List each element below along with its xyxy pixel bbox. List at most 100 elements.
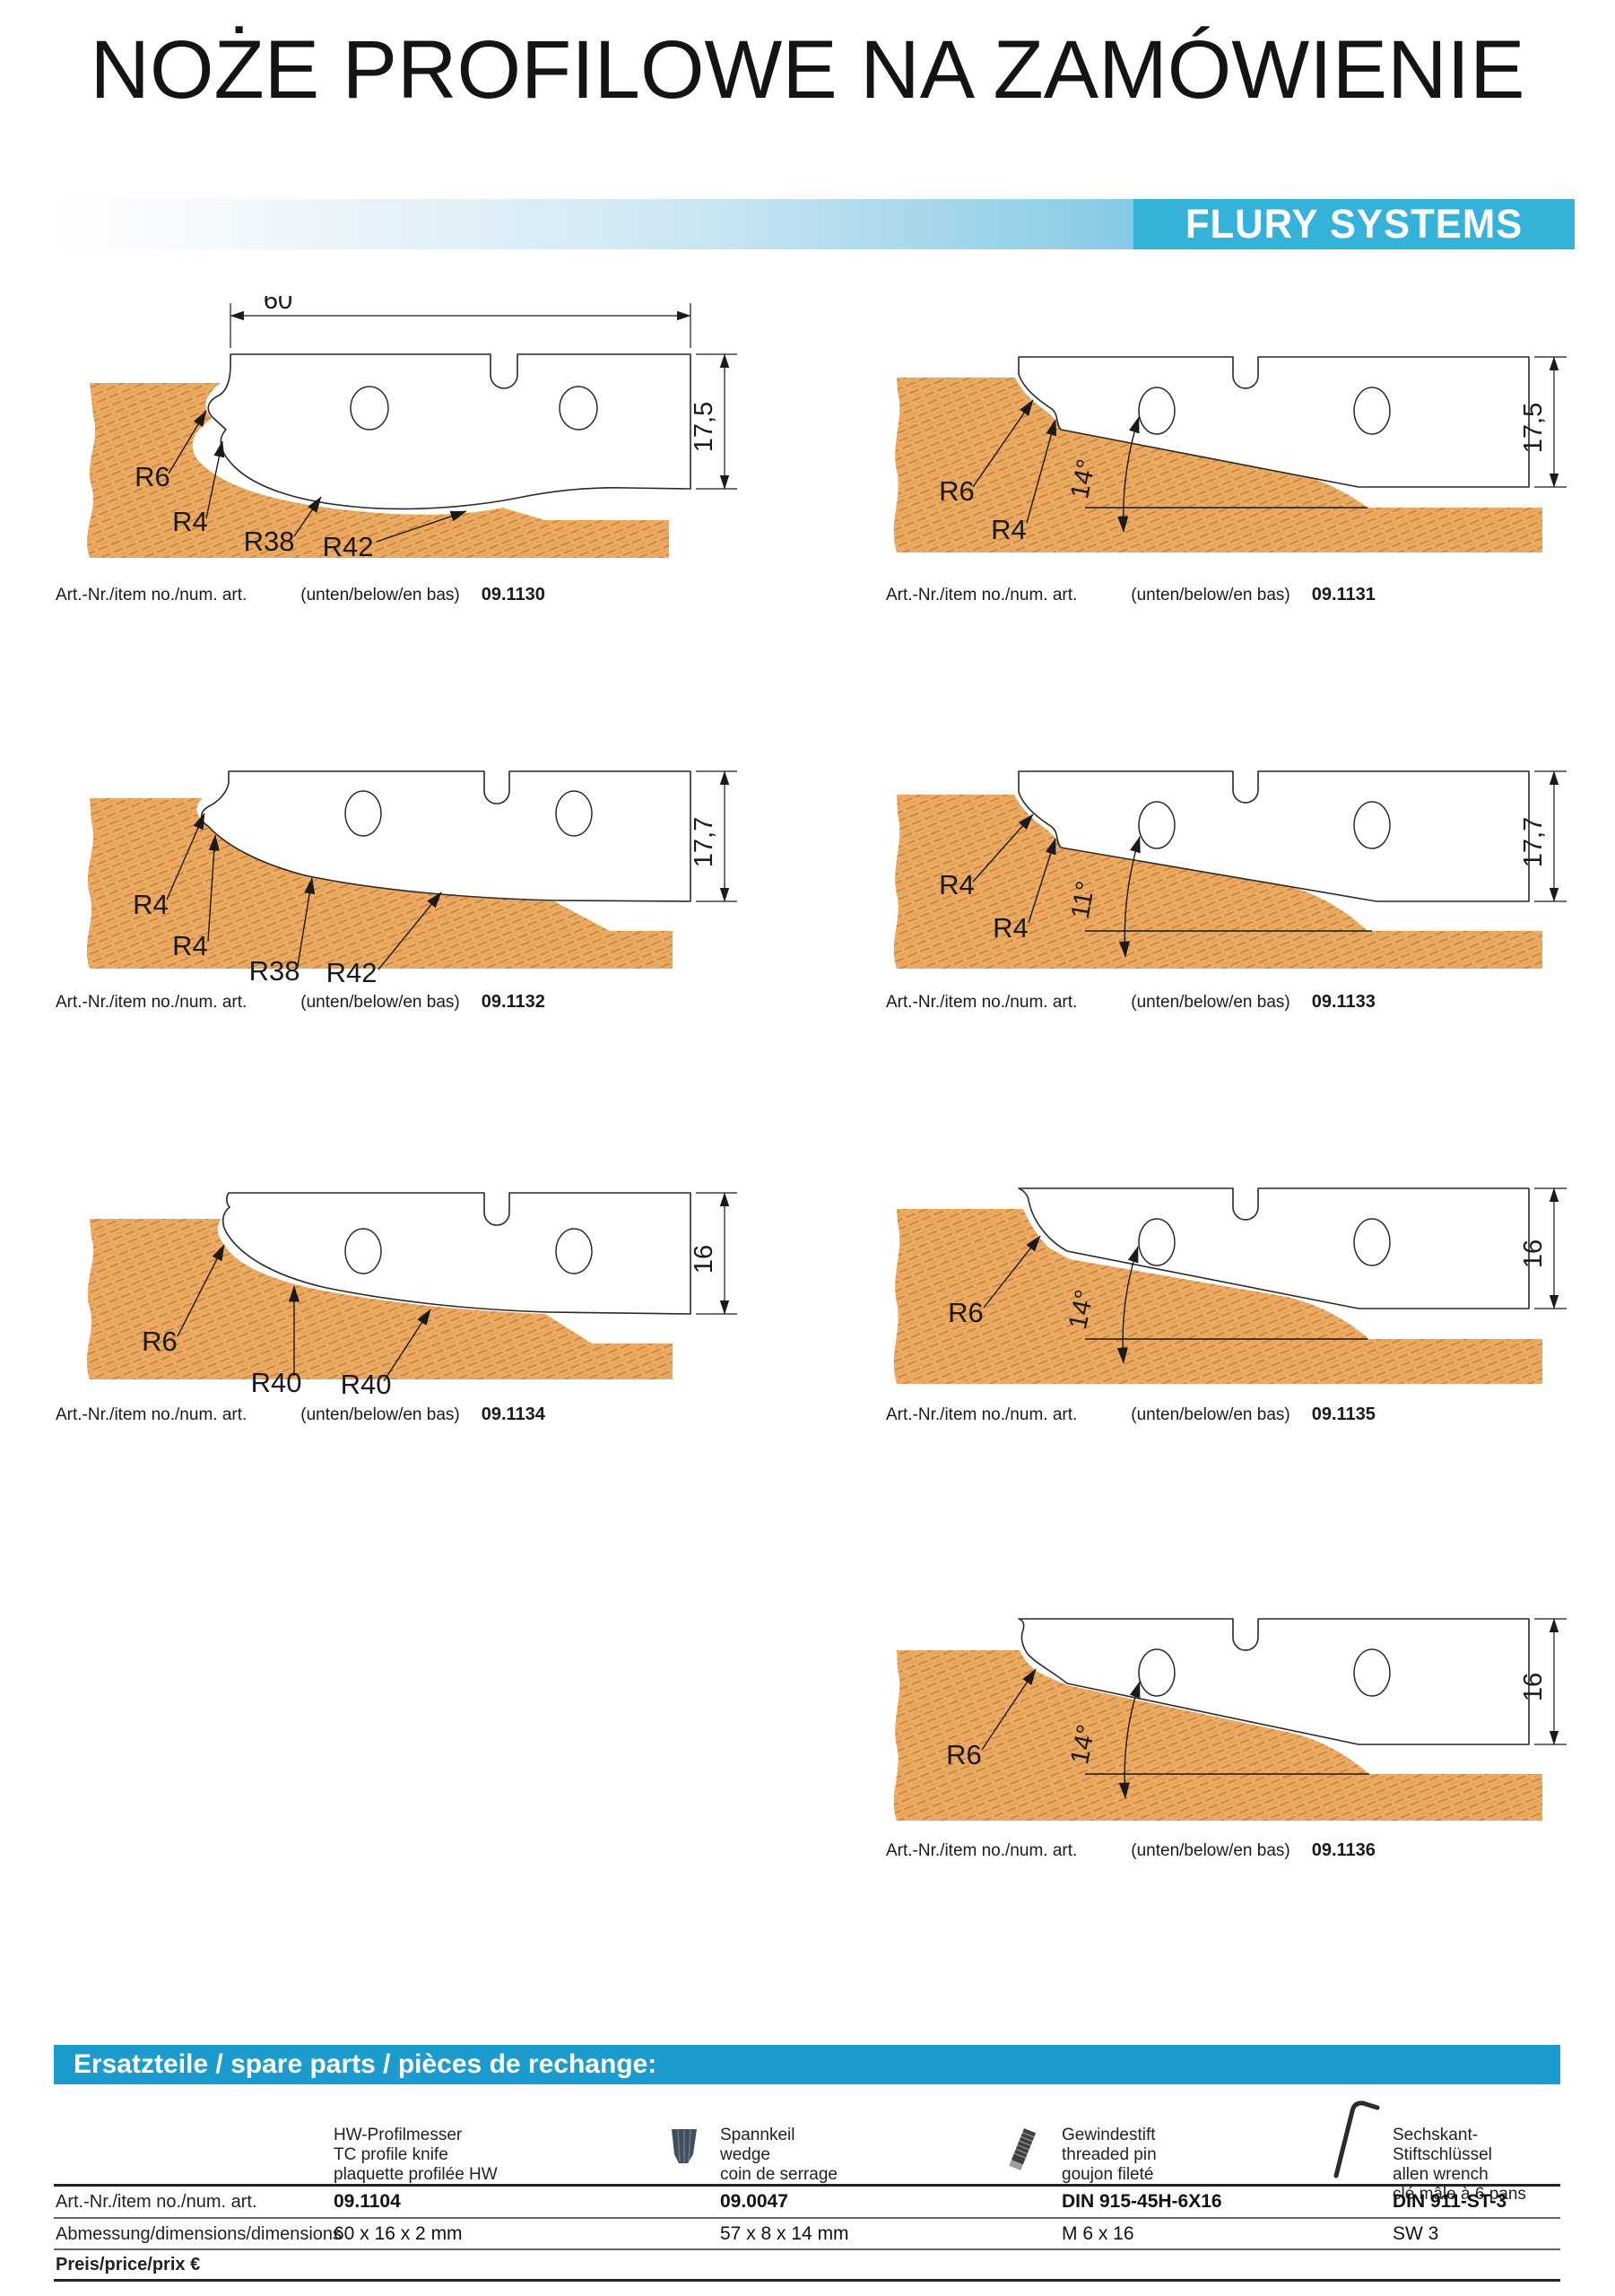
art-number-cell: DIN 915-45H-6X16 (1062, 2191, 1222, 2212)
caption-position-note: (unten/below/en bas) (300, 1405, 460, 1424)
height-dimension (1534, 770, 1567, 902)
diagram-09-1132: 17,7 R4 R4 R38 R42 (54, 758, 771, 987)
diagram-09-1131: 17,5 14° R6 R4 (856, 335, 1574, 578)
height-dim-label: 17,5 (690, 402, 718, 452)
angle-annotation (1085, 416, 1368, 533)
radius-label: R42 (323, 531, 374, 562)
radius-leaders (972, 399, 1057, 524)
wood-section (87, 383, 670, 558)
radius-label: R6 (939, 475, 975, 507)
radius-label: R4 (993, 912, 1029, 944)
column-header-profile-knife: HW-Profilmesser TC profile knife plaquet… (334, 2126, 498, 2184)
radius-label: R4 (133, 889, 169, 920)
page-title: NOŻE PROFILOWE NA ZAMÓWIENIE (90, 24, 1525, 116)
wood-section (86, 798, 673, 969)
allen-wrench-icon (1333, 2100, 1380, 2179)
table-rule (54, 2184, 1560, 2187)
radius-label: R6 (135, 461, 170, 492)
dimensions-cell: 57 x 8 x 14 mm (720, 2223, 849, 2244)
diagram-caption: Art.-Nr./item no./num. art. (unten/below/… (886, 1840, 1376, 1861)
knife-hole (1138, 387, 1176, 435)
knife-hole (1353, 1218, 1391, 1266)
knife-hole (555, 1228, 593, 1274)
knife-hole (1138, 801, 1176, 849)
height-dimension (1534, 1618, 1567, 1745)
caption-art-number: 09.1133 (1311, 992, 1376, 1012)
knife-profile (221, 1192, 691, 1315)
knife-hole (559, 386, 598, 430)
radius-label: R42 (326, 957, 378, 987)
knife-hole (344, 1228, 382, 1274)
diagram-caption: Art.-Nr./item no./num. art. (unten/below/… (56, 585, 545, 605)
column-header-allen-wrench: Sechskant-Stiftschlüssel allen wrench cl… (1393, 2126, 1526, 2204)
radius-label: R4 (172, 506, 208, 537)
dimensions-cell: SW 3 (1393, 2223, 1439, 2244)
diagram-caption: Art.-Nr./item no./num. art. (unten/below/… (56, 1405, 545, 1425)
row-label-dimensions: Abmessung/dimensions/dimensions (56, 2224, 343, 2244)
knife-profile (1018, 770, 1530, 902)
wood-section (893, 795, 1542, 969)
radius-leaders (983, 1235, 1041, 1309)
height-dim-label: 17,7 (1519, 817, 1548, 867)
table-rule (54, 2217, 1560, 2219)
height-dimension (696, 353, 737, 490)
column-header-wedge: Spannkeil wedge coin de serrage (720, 2126, 838, 2184)
knife-hole (1353, 1648, 1391, 1697)
caption-art-number: 09.1135 (1311, 1405, 1376, 1424)
spare-parts-header: Ersatzteile / spare parts / pièces de re… (54, 2045, 1560, 2084)
knife-hole (1353, 387, 1391, 435)
radius-label: R4 (991, 514, 1027, 545)
radius-label: R4 (172, 930, 208, 961)
diagram-09-1135: 16 14° R6 (856, 1166, 1574, 1399)
caption-position-note: (unten/below/en bas) (300, 586, 460, 604)
caption-position-note: (unten/below/en bas) (300, 993, 460, 1012)
table-rule (54, 2248, 1560, 2250)
art-number-cell: 09.1104 (334, 2191, 401, 2212)
diagram-09-1134: 16 R6 R40 R40 (54, 1166, 771, 1399)
radius-label: R6 (142, 1326, 178, 1357)
threaded-pin-icon (1009, 2128, 1037, 2171)
height-dimension (696, 770, 737, 902)
height-dimension (1534, 1187, 1567, 1309)
width-dimension (230, 303, 691, 348)
angle-annotation (1085, 836, 1372, 958)
radius-leaders (168, 410, 467, 543)
table-rule (54, 2279, 1560, 2282)
brand-banner: FLURY SYSTEMS (54, 199, 1575, 249)
angle-annotation (1085, 1246, 1368, 1364)
caption-art-label: Art.-Nr./item no./num. art. (886, 1841, 1078, 1860)
wedge-icon (672, 2129, 697, 2163)
row-label-price: Preis/price/prix € (56, 2255, 201, 2274)
radius-label: R6 (948, 1297, 984, 1328)
knife-profile (1018, 1187, 1530, 1309)
row-label-art-number: Art.-Nr./item no./num. art. (56, 2192, 257, 2212)
radius-leaders (972, 813, 1056, 924)
radius-label: R38 (249, 955, 300, 987)
knife-profile (1018, 1618, 1530, 1745)
caption-art-number: 09.1130 (481, 585, 545, 604)
spare-parts-table: Ersatzteile / spare parts / pièces de re… (54, 2045, 1560, 2285)
art-number-cell: 09.0047 (720, 2191, 788, 2212)
caption-position-note: (unten/below/en bas) (1131, 1405, 1290, 1424)
height-dimension (1534, 356, 1567, 488)
caption-position-note: (unten/below/en bas) (1131, 993, 1290, 1012)
knife-profile (1018, 356, 1530, 488)
knife-hole (350, 386, 389, 430)
brand-name: FLURY SYSTEMS (1185, 201, 1524, 247)
caption-art-label: Art.-Nr./item no./num. art. (886, 993, 1078, 1012)
knife-hole (555, 790, 593, 837)
wood-section (893, 1209, 1542, 1384)
knife-hole (344, 790, 382, 837)
diagram-caption: Art.-Nr./item no./num. art. (unten/below/… (886, 992, 1376, 1013)
radius-label: R4 (939, 869, 975, 900)
height-dim-label: 16 (1519, 1673, 1548, 1701)
caption-art-label: Art.-Nr./item no./num. art. (886, 586, 1078, 604)
height-dim-label: 16 (1519, 1239, 1548, 1268)
art-number-cell: DIN 911-ST-3 (1393, 2191, 1507, 2212)
height-dim-label: 17,7 (690, 817, 718, 867)
diagram-caption: Art.-Nr./item no./num. art. (unten/below/… (886, 585, 1376, 605)
caption-art-label: Art.-Nr./item no./num. art. (56, 1405, 247, 1424)
wood-section (893, 1650, 1542, 1821)
caption-art-number: 09.1136 (1311, 1840, 1376, 1860)
